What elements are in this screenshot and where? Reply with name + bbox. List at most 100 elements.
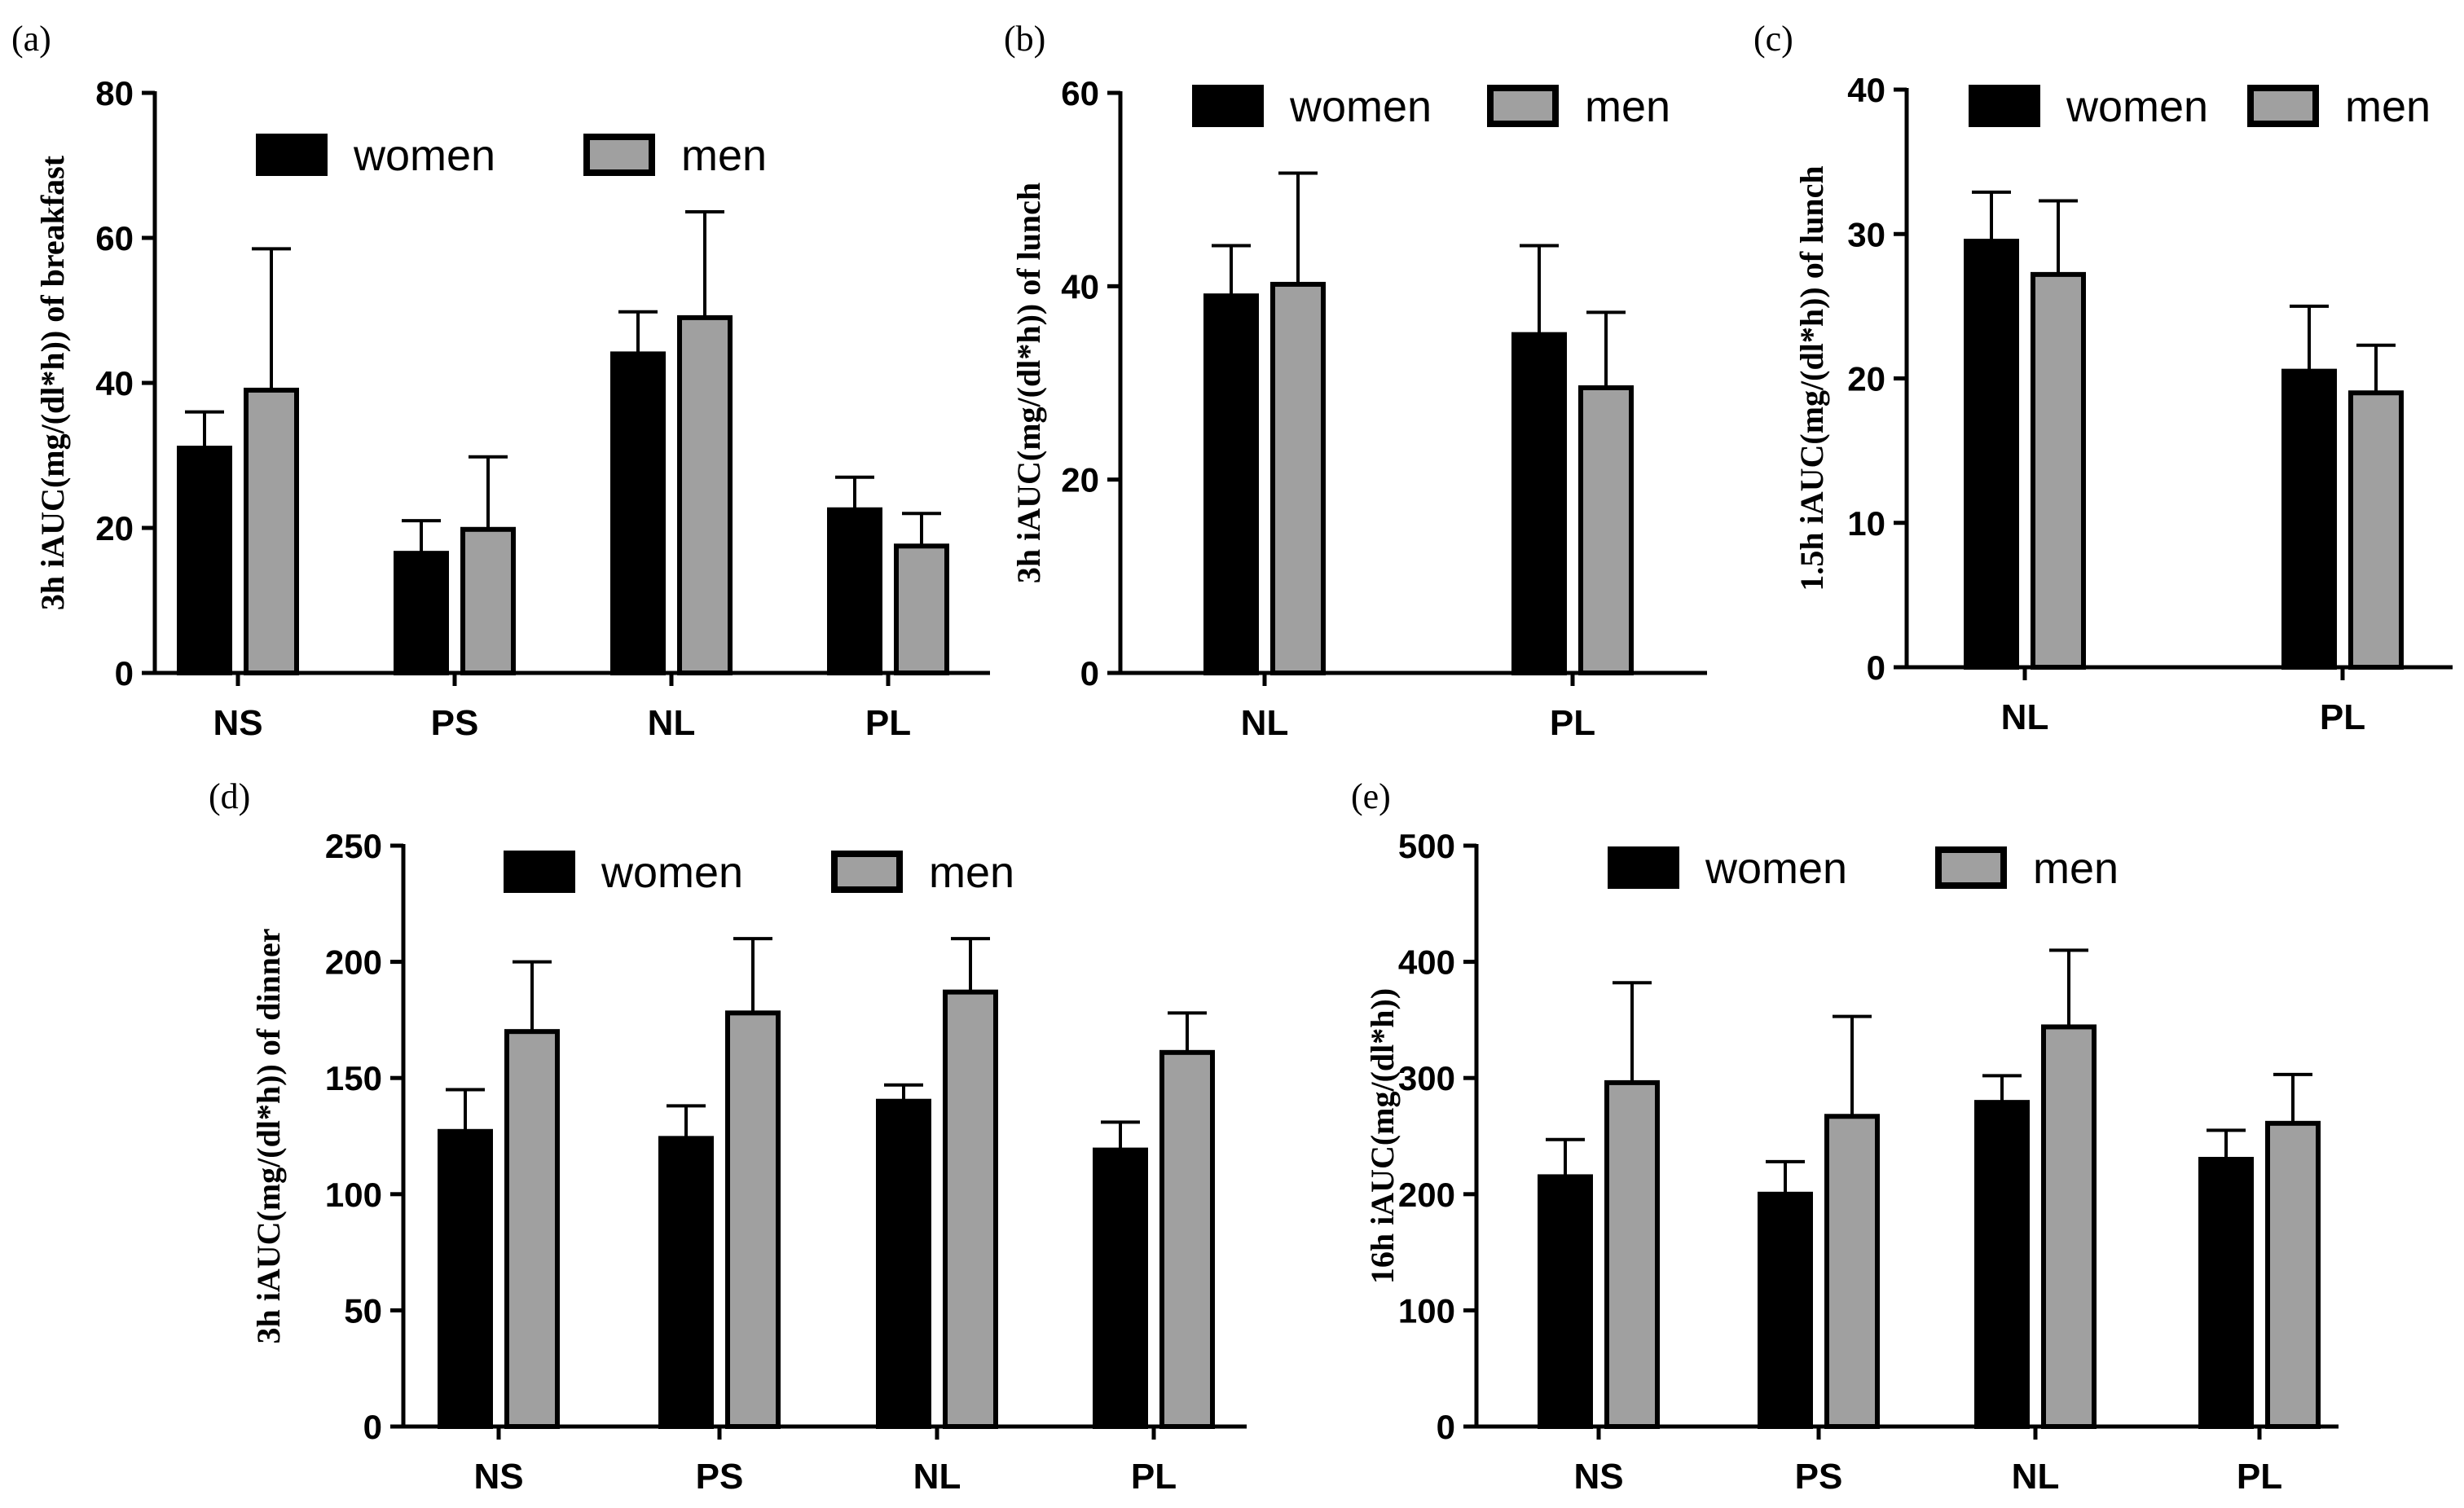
x-tick-label: NS bbox=[1573, 1457, 1623, 1497]
x-tick-label: PL bbox=[1550, 703, 1595, 743]
legend: women men bbox=[1192, 82, 1670, 131]
chart-panel-4: (d) 3h iAUC(mg/(dl*h)) of dinner 0 50 100 150… bbox=[209, 776, 1247, 1497]
y-axis-label: 3h iAUC(mg/(dl*h)) of lunch bbox=[1010, 182, 1047, 583]
legend-swatch-men bbox=[2247, 85, 2319, 127]
bar-women bbox=[658, 1136, 714, 1430]
bar-women bbox=[1093, 1147, 1148, 1430]
bar-women bbox=[1974, 1100, 2030, 1429]
legend-label: men bbox=[1585, 82, 1670, 131]
bar-men bbox=[1578, 385, 1634, 675]
chart-panel-1: (a) 3h iAUC(mg/(dl*h)) of breakfast 0 20 40 6… bbox=[11, 19, 990, 743]
legend-swatch-men bbox=[1487, 85, 1559, 127]
y-tick-label: 60 bbox=[1061, 74, 1099, 112]
bar-women bbox=[2198, 1157, 2254, 1430]
y-tick-label: 0 bbox=[115, 654, 134, 692]
legend-label: women bbox=[601, 848, 743, 897]
bar-women bbox=[1538, 1174, 1593, 1430]
y-tick-label: 400 bbox=[1398, 943, 1455, 982]
bar-men bbox=[244, 387, 299, 675]
x-tick-label: NL bbox=[648, 703, 696, 743]
legend: women men bbox=[256, 131, 767, 180]
legend-swatch-men bbox=[1935, 846, 2007, 889]
x-tick-label: PS bbox=[1795, 1457, 1843, 1497]
chart-panel-3: (c) 1.5h iAUC(mg/(dl*h)) of lunch 0 10 20 30 4… bbox=[1753, 19, 2453, 737]
y-tick-label: 0 bbox=[1080, 654, 1099, 692]
bar-women bbox=[1758, 1191, 1813, 1430]
bar-women bbox=[1511, 332, 1567, 675]
legend: women men bbox=[1608, 844, 2119, 893]
bar-women bbox=[827, 507, 882, 675]
bar-men bbox=[460, 526, 516, 676]
bar-women bbox=[177, 446, 232, 675]
bar-women bbox=[876, 1098, 931, 1429]
bar-men bbox=[2348, 390, 2404, 670]
legend-swatch-women bbox=[256, 134, 328, 176]
bar-women bbox=[438, 1128, 493, 1430]
x-tick-label: NL bbox=[2001, 697, 2049, 737]
legend-swatch-women bbox=[504, 851, 575, 893]
y-tick-label: 80 bbox=[95, 74, 134, 112]
bar-men bbox=[2031, 271, 2086, 670]
x-tick-label: PS bbox=[696, 1457, 744, 1497]
y-tick-label: 20 bbox=[1061, 461, 1099, 499]
y-tick-label: 100 bbox=[1398, 1291, 1455, 1330]
bar-men bbox=[1270, 281, 1326, 675]
y-tick-label: 500 bbox=[1398, 827, 1455, 865]
x-tick-label: NS bbox=[213, 703, 262, 743]
legend: women men bbox=[1969, 82, 2431, 131]
x-tick-label: PL bbox=[2320, 697, 2365, 737]
bar-men bbox=[504, 1029, 560, 1430]
y-axis-label: 1.5h iAUC(mg/(dl*h)) of lunch bbox=[1793, 165, 1830, 591]
legend-label: women bbox=[2066, 82, 2208, 131]
panel-label: (b) bbox=[1004, 19, 1045, 59]
y-tick-label: 50 bbox=[344, 1291, 382, 1330]
bar-men bbox=[2265, 1120, 2321, 1429]
y-tick-label: 20 bbox=[95, 509, 134, 547]
legend-swatch-women bbox=[1969, 85, 2040, 127]
legend-label: men bbox=[929, 848, 1014, 897]
panel-label: (a) bbox=[11, 19, 51, 59]
y-tick-label: 30 bbox=[1847, 215, 1885, 253]
legend: women men bbox=[504, 848, 1014, 897]
y-axis-label: 16h iAUC(mg/(dl*h)) bbox=[1364, 988, 1401, 1284]
chart-panel-5: (e) 16h iAUC(mg/(dl*h)) 0 100 200 300 400 500 NS… bbox=[1351, 776, 2339, 1497]
x-tick-label: PL bbox=[2237, 1457, 2282, 1497]
y-tick-label: 200 bbox=[1398, 1176, 1455, 1214]
x-tick-label: PL bbox=[1131, 1457, 1177, 1497]
y-tick-label: 20 bbox=[1847, 360, 1885, 398]
y-tick-label: 0 bbox=[363, 1408, 382, 1446]
y-axis-label: 3h iAUC(mg/(dl*h)) of breakfast bbox=[34, 155, 71, 610]
bar-women bbox=[610, 351, 666, 675]
legend-swatch-women bbox=[1192, 85, 1264, 127]
bar-men bbox=[677, 314, 733, 675]
x-tick-label: PS bbox=[431, 703, 479, 743]
bar-women bbox=[1964, 239, 2019, 670]
bar-women bbox=[2281, 368, 2337, 670]
x-tick-label: NL bbox=[2012, 1457, 2060, 1497]
y-tick-label: 200 bbox=[325, 943, 382, 982]
y-tick-label: 0 bbox=[1437, 1408, 1455, 1446]
panel-label: (d) bbox=[209, 776, 250, 816]
y-tick-label: 150 bbox=[325, 1059, 382, 1097]
legend-swatch-women bbox=[1608, 846, 1679, 889]
y-tick-label: 40 bbox=[1061, 267, 1099, 306]
bar-women bbox=[394, 551, 449, 676]
x-tick-label: PL bbox=[865, 703, 911, 743]
bar-men bbox=[1159, 1049, 1215, 1429]
y-axis-label: 3h iAUC(mg/(dl*h)) of dinner bbox=[250, 928, 287, 1343]
bar-men bbox=[894, 543, 949, 675]
y-tick-label: 0 bbox=[1867, 648, 1885, 687]
legend-swatch-men bbox=[831, 851, 903, 893]
x-tick-label: NL bbox=[1241, 703, 1289, 743]
y-tick-label: 40 bbox=[1847, 71, 1885, 109]
legend-label: women bbox=[1705, 844, 1847, 893]
y-tick-label: 250 bbox=[325, 827, 382, 865]
x-tick-label: NS bbox=[473, 1457, 523, 1497]
legend-label: men bbox=[2033, 844, 2119, 893]
legend-label: women bbox=[353, 131, 495, 180]
bar-men bbox=[943, 989, 998, 1429]
y-tick-label: 10 bbox=[1847, 504, 1885, 543]
x-tick-label: NL bbox=[913, 1457, 961, 1497]
bar-men bbox=[725, 1010, 781, 1429]
bar-men bbox=[1604, 1079, 1660, 1430]
